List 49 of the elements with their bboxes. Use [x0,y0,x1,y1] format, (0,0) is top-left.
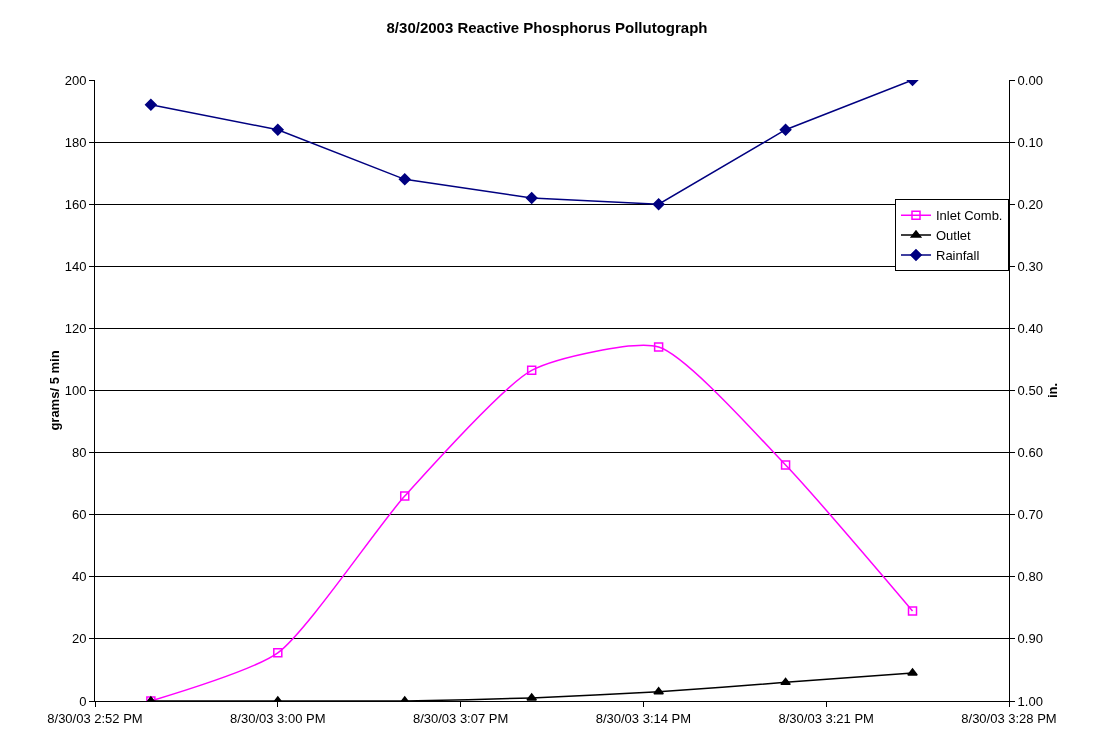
y-tick-label: 180 [64,134,87,150]
y2-tick-label: 1.00 [1017,693,1043,709]
x-tick-label: 8/30/03 3:14 PM [595,710,692,726]
y-tick-label: 0 [79,693,87,709]
point [653,342,664,352]
y2-tick-label: 0.40 [1017,320,1043,336]
y-tick-label: 200 [64,72,87,88]
y-axis-title: grams/ 5 min [47,350,62,431]
point [399,491,410,501]
point [525,192,538,204]
y-tick-label: 40 [71,569,87,585]
x-tick-label: 8/30/03 3:21 PM [778,710,874,726]
point [907,668,918,676]
point [526,365,537,376]
legend-label: Outlet [936,228,972,244]
x-tick-label: 8/30/03 3:28 PM [961,710,1057,726]
point [144,98,157,111]
y2-tick-label: 0.30 [1017,258,1043,274]
point [780,677,791,686]
y-tick-label: 100 [64,383,87,399]
y2-tick-label: 0.10 [1017,134,1043,150]
point [779,123,792,136]
y2-tick-label: 0.70 [1017,507,1043,523]
x-tick-label: 8/30/03 3:00 PM [230,710,326,726]
legend-label: Inlet Comb. [936,208,1003,224]
chart-title: 8/30/2003 Reactive Phosphorus Pollutograph [386,18,708,36]
x-tick-label: 8/30/03 3:07 PM [412,710,509,726]
y-tick-label: 80 [71,445,87,461]
point [652,198,665,211]
y-tick-label: 140 [64,258,87,274]
y-tick-label: 160 [64,196,87,212]
y2-tick-label: 0.80 [1017,569,1043,585]
y2-tick-label: 0.50 [1017,383,1043,399]
point [271,123,284,136]
point [907,606,918,616]
y2-tick-label: 0.90 [1017,631,1043,647]
y-tick-label: 20 [71,631,87,647]
x-tick-label: 8/30/03 2:52 PM [47,710,143,726]
point [398,173,411,186]
y2-tick-label: 0.20 [1017,196,1043,212]
y2-axis-title: in. [1044,382,1060,399]
point [780,460,791,470]
point [653,686,664,695]
y-tick-label: 60 [71,507,87,523]
y-tick-label: 120 [64,320,87,336]
y2-tick-label: 0.00 [1017,72,1043,88]
point [273,648,283,658]
y2-tick-label: 0.60 [1017,445,1043,461]
legend-label: Rainfall [936,248,980,264]
